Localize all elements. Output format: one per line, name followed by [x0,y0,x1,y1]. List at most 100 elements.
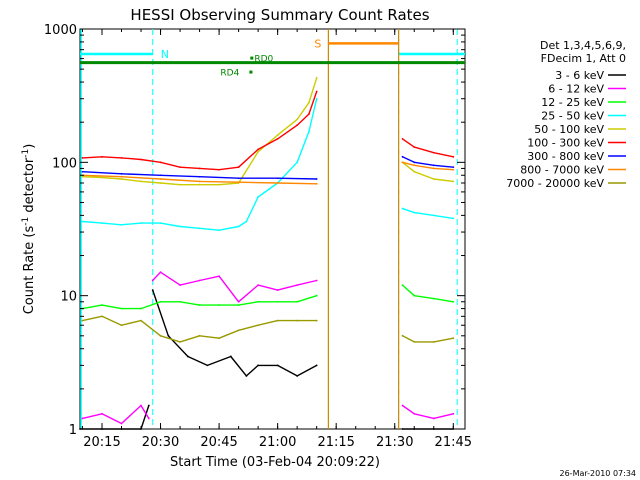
series-point-25-50kev [140,222,142,225]
series-point-6-12kev [237,300,240,303]
series-point-3-6kev [245,375,248,377]
series-point-12-25kev [413,294,416,297]
series-point-100-300kev [257,148,260,151]
series-point-50-100kev [296,118,299,121]
x-tick-label: 20:30 [142,435,179,450]
series-point-25-50kev [120,223,123,226]
y-tick-label: 100 [52,156,77,171]
series-point-50-100kev [307,101,310,104]
series-point-100-300kev [452,155,455,158]
legend-label: 7000 - 20000 keV [506,177,604,190]
series-point-6-12kev [159,271,162,274]
x-tick-label: 21:15 [317,435,354,450]
series-point-6-12kev [276,289,279,292]
footer-date: 26-Mar-2010 07:34 [560,469,637,478]
series-point-6-12kev [198,279,201,282]
series-point-100-300kev [296,124,299,127]
series-point-50-100kev [257,150,260,153]
series-point-300-800kev [452,166,455,169]
series-point-25-50kev [101,222,103,225]
series-point-50-100kev [432,178,435,180]
series-point-6-12kev [151,279,154,282]
series-point-50-100kev [140,180,142,183]
series-point-50-100kev [413,170,416,173]
series-point-100-300kev [81,156,84,159]
series-point-3-6kev [186,355,189,358]
series-point-100-300kev [307,113,310,116]
legend-header-line-1: Det 1,3,4,5,6,9, [540,39,626,52]
legend-label: 100 - 300 keV [527,137,604,150]
series-point-300-800kev [120,172,123,175]
series-point-300-800kev [237,177,240,180]
series-point-12-25kev [401,284,404,287]
series-point-800-7000kev [120,175,123,178]
series-point-25-50kev [296,161,299,164]
series-point-25-50kev [315,97,318,100]
series-point-12-25kev [432,297,435,300]
series-point-7000-20000kev [237,329,240,332]
series-point-12-25kev [276,300,279,303]
x-tick-label: 21:00 [259,435,296,450]
series-point-300-800kev [315,178,318,180]
series-point-3-6kev [276,364,279,367]
x-tick-label: 20:15 [83,435,120,450]
series-point-800-7000kev [401,161,404,164]
series-point-100-300kev [120,156,123,159]
series-line-7000-20000kev [402,335,454,343]
x-tick-label: 21:30 [376,435,413,450]
plot-area [79,28,466,430]
series-point-12-25kev [296,300,299,303]
series-point-50-100kev [315,76,318,79]
series-point-100-300kev [276,137,279,140]
series-point-800-7000kev [237,181,240,184]
series-point-300-800kev [401,155,404,158]
series-point-50-100kev [101,176,103,179]
series-point-25-50kev [81,220,84,223]
series-point-7000-20000kev [159,334,162,337]
series-point-12-25kev [315,294,318,297]
series-point-6-12kev [315,279,318,282]
legend-label: 800 - 7000 keV [520,164,604,177]
series-point-3-6kev [206,364,209,367]
series-point-6-12kev [81,417,84,420]
series-point-100-300kev [413,146,416,149]
series-point-100-300kev [198,167,201,170]
series-point-25-50kev [179,225,181,228]
series-line-6-12kev [402,404,454,420]
series-line-100-300kev [402,138,454,158]
series-point-7000-20000kev [179,341,181,343]
series-point-6-12kev [296,284,299,287]
series-point-6-12kev [257,284,260,287]
series-point-100-300kev [159,161,162,164]
series-point-12-25kev [198,304,201,306]
series-line-300-800kev [402,156,454,168]
x-axis: 20:15 20:30 20:45 21:00 21:15 21:30 21:45 [81,29,472,450]
rd4-label: RD4 [220,69,239,79]
series-point-3-6kev [296,375,299,377]
series-point-6-12kev [179,284,181,287]
series-point-800-7000kev [276,182,279,184]
series-point-800-7000kev [432,167,435,170]
legend-label: 6 - 12 keV [548,83,604,96]
y-axis: 1 10 100 1000 [44,23,465,438]
series-point-7000-20000kev [140,319,142,322]
series-point-800-7000kev [198,180,201,183]
series-point-100-300kev [179,166,181,169]
series-point-6-12kev [140,404,142,407]
series-point-100-300kev [140,158,142,161]
series-point-7000-20000kev [218,337,220,340]
series-line-50-100kev [82,77,318,186]
legend-label: 25 - 50 keV [541,110,604,123]
legend-header-line-2: FDecim 1, Att 0 [541,52,626,65]
chart-title: HESSI Observing Summary Count Rates [130,6,429,24]
series-point-100-300kev [315,90,318,93]
series-point-100-300kev [401,137,404,140]
series-point-25-50kev [307,130,310,133]
series-line-25-50kev [402,207,454,220]
series-point-7000-20000kev [401,334,404,337]
x-tick-label: 21:45 [435,435,472,450]
series-point-7000-20000kev [81,319,84,322]
series-point-25-50kev [452,217,455,220]
series-line-12-25kev [402,284,454,303]
series-point-7000-20000kev [120,324,123,327]
